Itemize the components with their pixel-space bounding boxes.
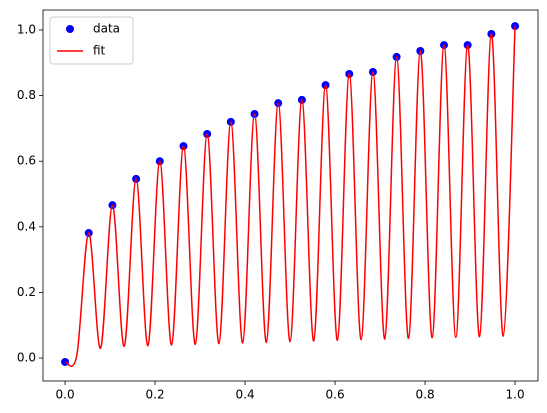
legend-box [49, 16, 134, 65]
x-tick-label: 1.0 [506, 388, 525, 402]
y-tick-label: 0.6 [17, 154, 36, 168]
y-tick-label: 1.0 [17, 23, 36, 37]
legend-label: data [93, 22, 120, 36]
y-tick-label: 0.4 [17, 219, 36, 233]
y-tick-label: 0.2 [17, 285, 36, 299]
fit-line [64, 26, 516, 367]
x-tick-label: 0.0 [56, 388, 75, 402]
data-point [511, 22, 520, 31]
y-tick-label: 0.8 [17, 88, 36, 102]
x-tick-label: 0.2 [146, 388, 165, 402]
legend: data fit [49, 16, 134, 65]
plot-frame [42, 9, 539, 382]
y-tick-label: 0.0 [17, 351, 36, 365]
x-tick-label: 0.8 [416, 388, 435, 402]
legend-label: fit [93, 44, 106, 58]
legend-marker [66, 25, 74, 33]
x-tick-label: 0.4 [236, 388, 255, 402]
x-tick-label: 0.6 [326, 388, 345, 402]
